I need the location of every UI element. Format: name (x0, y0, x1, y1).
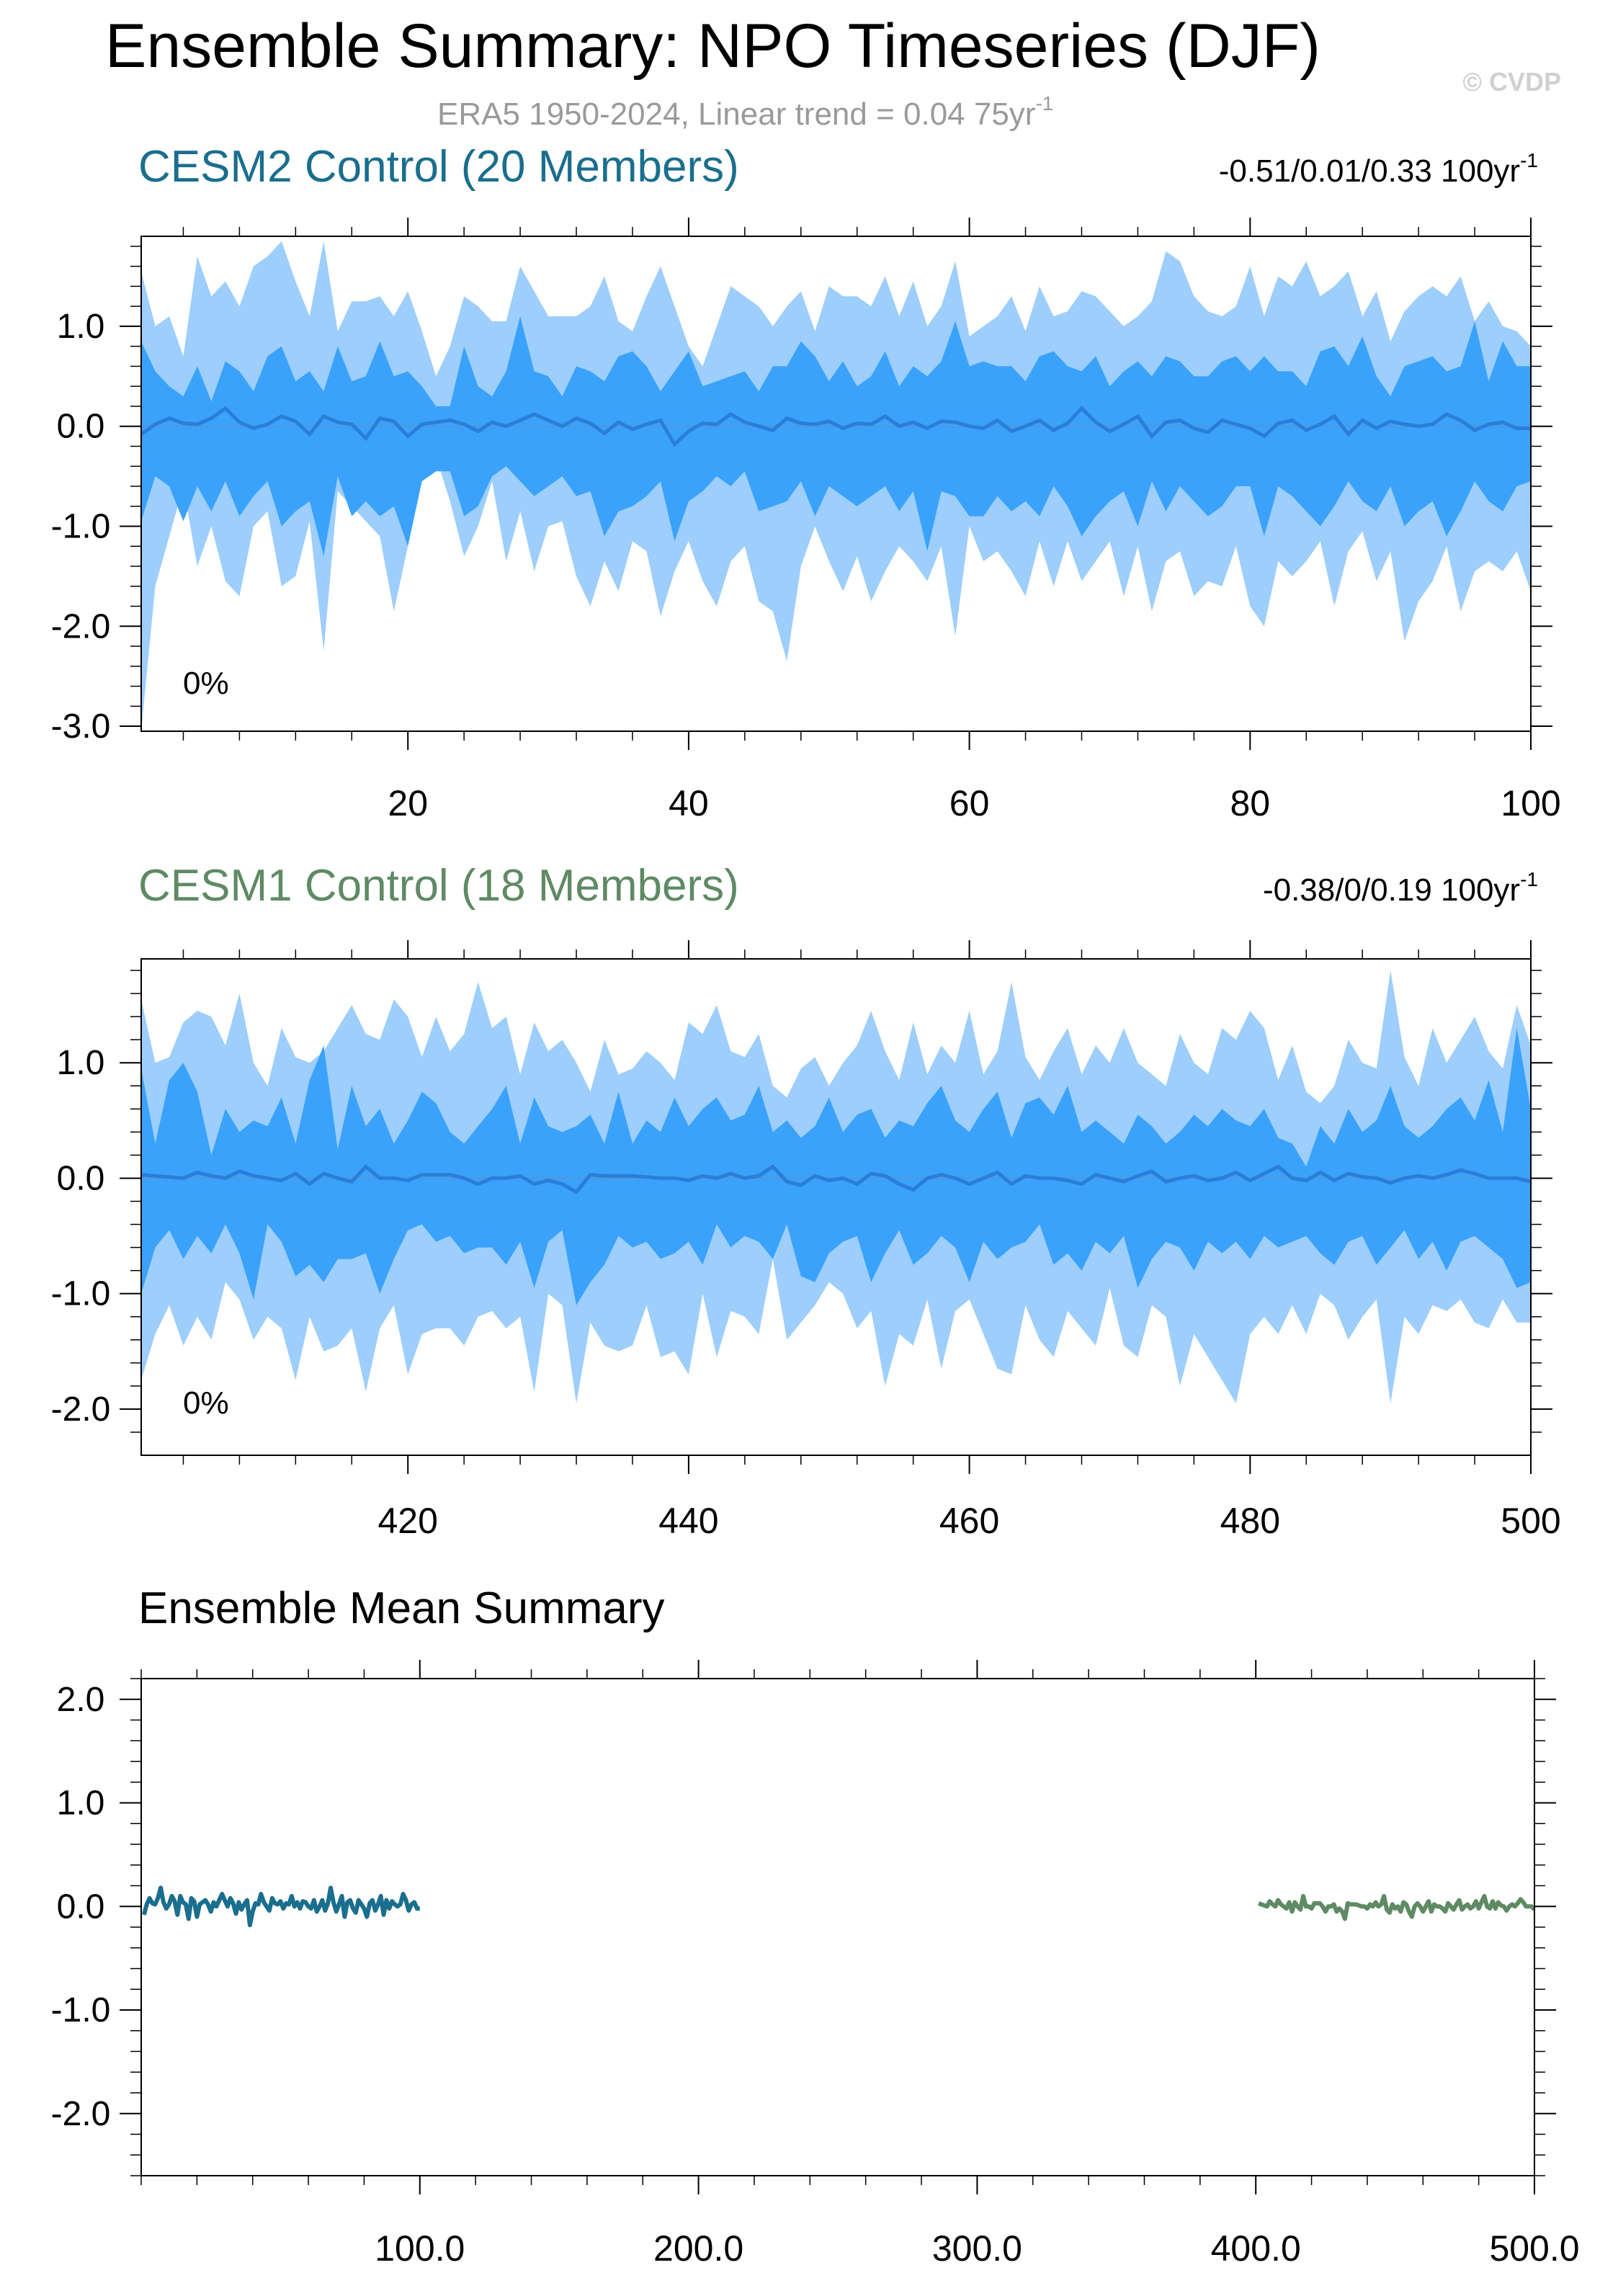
panel-title: CESM1 Control (18 Members) (138, 861, 739, 911)
series-line-0 (141, 1885, 420, 1928)
y-tick-label: 0.0 (57, 1888, 105, 1926)
y-tick-label: -2.0 (51, 607, 111, 646)
y-tick-label: 1.0 (57, 1784, 105, 1823)
percent-label: 0% (183, 1385, 229, 1421)
panels: CESM2 Control (20 Members) -0.51/0.01/0.3… (51, 142, 1580, 2269)
trend-label-sup: -1 (1520, 868, 1538, 890)
y-tick-label: -1.0 (51, 1275, 111, 1313)
range-band-inner (141, 1028, 1531, 1305)
x-tick-label: 40 (669, 783, 709, 823)
range-band-inner (141, 316, 1531, 557)
trend-label: -0.38/0/0.19 100yr-1 (1263, 868, 1538, 908)
ensemble-mean-panel: Ensemble Mean Summary 2.0 1.0 0.0 -1.0 -2.0 10… (51, 1583, 1580, 2269)
x-tick-label: 440 (658, 1501, 718, 1541)
figure-subtitle-text: ERA5 1950-2024, Linear trend = 0.04 75yr (437, 97, 1035, 132)
panel-title: Ensemble Mean Summary (138, 1583, 665, 1633)
y-tick-label: -2.0 (51, 2095, 111, 2133)
figure-subtitle-sup: -1 (1035, 92, 1053, 115)
y-tick-label: -1.0 (51, 507, 111, 545)
trend-label-text: -0.51/0.01/0.33 100yr (1219, 153, 1520, 189)
trend-label-text: -0.38/0/0.19 100yr (1263, 872, 1520, 908)
trend-label: -0.51/0.01/0.33 100yr-1 (1219, 149, 1538, 189)
x-tick-label: 500 (1501, 1501, 1560, 1541)
y-tick-label: 0.0 (57, 1159, 105, 1197)
x-tick-label: 300.0 (932, 2228, 1022, 2269)
x-tick-label: 20 (388, 783, 428, 823)
watermark: © CVDP (1462, 67, 1561, 97)
x-tick-label: 80 (1230, 783, 1270, 823)
trend-label-sup: -1 (1520, 149, 1538, 171)
series-line-1 (1257, 1893, 1534, 1921)
x-tick-label: 420 (377, 1501, 437, 1541)
y-tick-label: 1.0 (57, 1044, 105, 1082)
figure-subtitle: ERA5 1950-2024, Linear trend = 0.04 75yr… (437, 92, 1053, 132)
panel-title: CESM2 Control (20 Members) (138, 142, 739, 192)
y-tick-label: -2.0 (51, 1390, 111, 1429)
ensemble-mean-line (141, 406, 1531, 447)
cesm2-panel: CESM2 Control (20 Members) -0.51/0.01/0.3… (51, 142, 1561, 823)
x-tick-label: 200.0 (653, 2228, 743, 2269)
figure-title: Ensemble Summary: NPO Timeseries (DJF) (105, 12, 1320, 81)
x-tick-label: 100.0 (375, 2228, 465, 2269)
x-tick-label: 480 (1220, 1501, 1280, 1541)
x-tick-label: 100 (1501, 783, 1560, 823)
ensemble-mean-line (141, 1163, 1531, 1194)
x-tick-label: 500.0 (1489, 2228, 1579, 2269)
y-tick-label: 1.0 (57, 308, 105, 346)
cesm1-panel: CESM1 Control (18 Members) -0.38/0/0.19 1… (51, 861, 1561, 1541)
plot-frame (140, 1678, 1535, 2176)
plot-area (141, 241, 1531, 731)
y-tick-label: -1.0 (51, 1991, 111, 2029)
percent-label: 0% (183, 666, 229, 701)
plot-frame (140, 236, 1532, 732)
x-tick-label: 460 (939, 1501, 999, 1541)
plot-area (141, 970, 1531, 1403)
x-tick-label: 400.0 (1211, 2228, 1301, 2269)
plot-frame (140, 958, 1532, 1456)
y-tick-label: -3.0 (51, 707, 111, 746)
y-tick-label: 0.0 (57, 408, 105, 446)
y-tick-label: 2.0 (57, 1681, 105, 1719)
plot-area (141, 1885, 1534, 1928)
x-tick-label: 60 (949, 783, 990, 823)
